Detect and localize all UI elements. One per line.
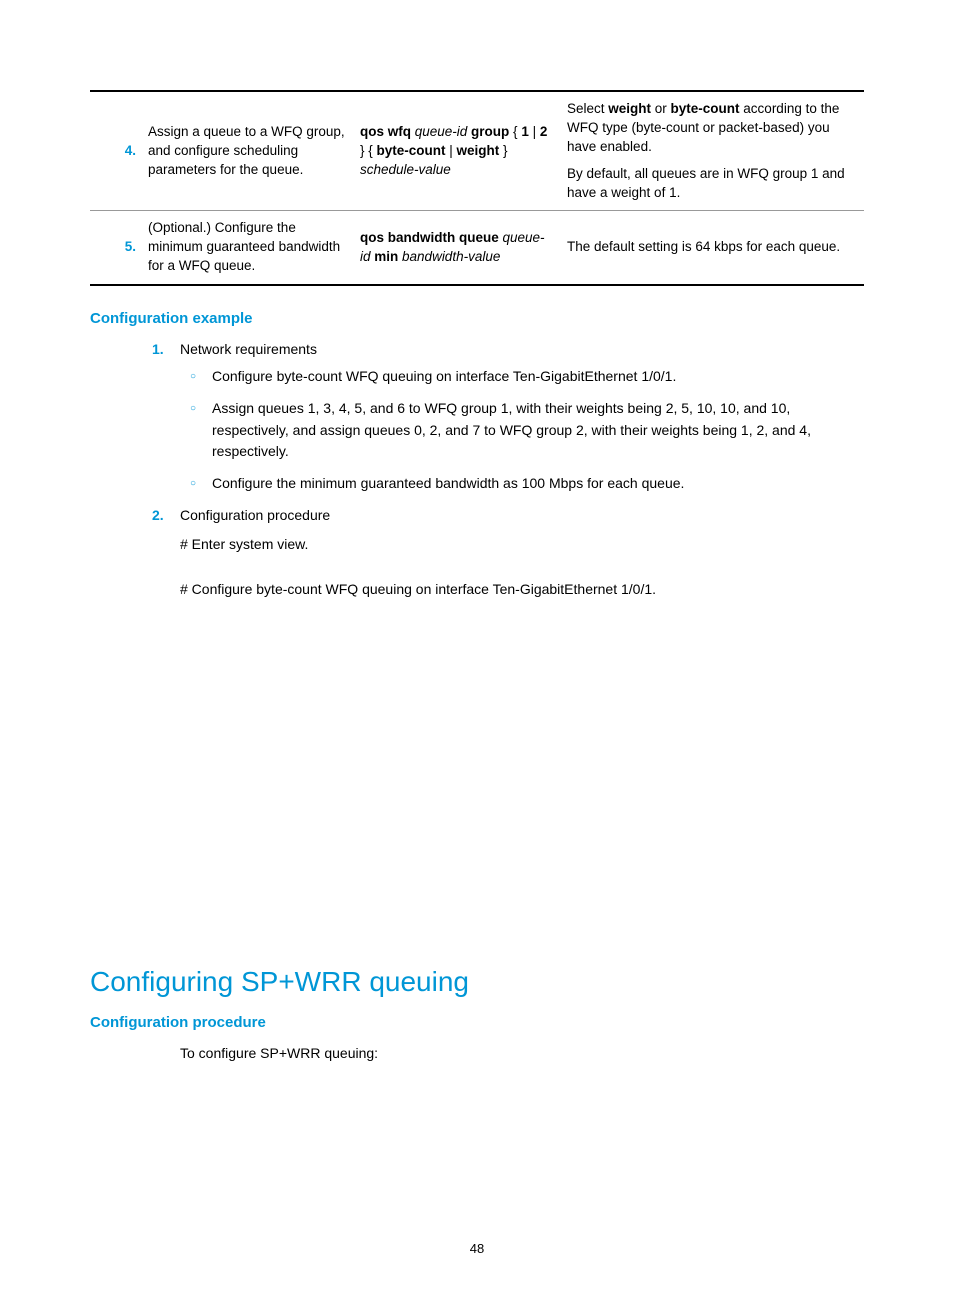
item-number: 1. [152, 339, 164, 360]
bullet-item: Assign queues 1, 3, 4, 5, and 6 to WFQ g… [212, 398, 864, 463]
paragraph-text: # Enter system view. [180, 534, 864, 555]
item-number: 2. [152, 505, 164, 526]
table-row: 5. (Optional.) Configure the minimum gua… [90, 211, 864, 285]
document-page: 4. Assign a queue to a WFQ group, and co… [0, 0, 954, 1296]
step-remarks: Select weight or byte-count according to… [561, 91, 864, 211]
step-remarks: The default setting is 64 kbps for each … [561, 211, 864, 285]
page-number: 48 [0, 1241, 954, 1256]
main-heading: Configuring SP+WRR queuing [90, 966, 864, 998]
step-number: 5. [90, 211, 142, 285]
paragraph-text: To configure SP+WRR queuing: [90, 1043, 864, 1064]
item-label: Configuration procedure [180, 507, 330, 523]
section-heading: Configuration example [90, 310, 864, 327]
step-command: qos bandwidth queue queue-id min bandwid… [354, 211, 561, 285]
step-command: qos wfq queue-id group { 1 | 2 } { byte-… [354, 91, 561, 211]
list-item: 1. Network requirements Configure byte-c… [180, 339, 864, 494]
item-label: Network requirements [180, 341, 317, 357]
section-heading: Configuration procedure [90, 1014, 864, 1031]
bullet-list: Configure byte-count WFQ queuing on inte… [180, 366, 864, 494]
list-item: 2. Configuration procedure # Enter syste… [180, 505, 864, 600]
step-description: Assign a queue to a WFQ group, and confi… [142, 91, 354, 211]
bullet-item: Configure byte-count WFQ queuing on inte… [212, 366, 864, 388]
step-description: (Optional.) Configure the minimum guaran… [142, 211, 354, 285]
step-number: 4. [90, 91, 142, 211]
bullet-item: Configure the minimum guaranteed bandwid… [212, 473, 864, 495]
paragraph-text: # Configure byte-count WFQ queuing on in… [180, 579, 864, 600]
ordered-list: 1. Network requirements Configure byte-c… [90, 339, 864, 599]
table-row: 4. Assign a queue to a WFQ group, and co… [90, 91, 864, 211]
steps-table: 4. Assign a queue to a WFQ group, and co… [90, 90, 864, 286]
